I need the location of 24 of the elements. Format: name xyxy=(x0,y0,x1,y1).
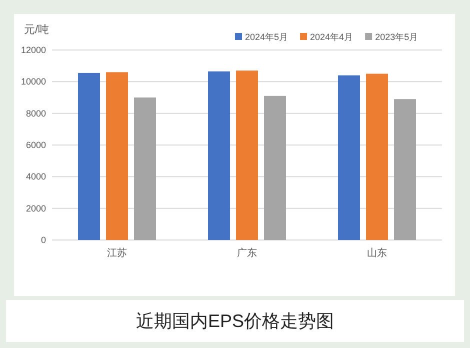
bar xyxy=(338,75,360,240)
y-tick-label: 0 xyxy=(40,235,46,245)
y-tick-label: 8000 xyxy=(26,108,46,118)
legend-label: 2024年4月 xyxy=(310,32,354,42)
legend-label: 2023年5月 xyxy=(375,32,418,42)
x-tick-label: 广东 xyxy=(237,247,257,259)
x-tick-label: 江苏 xyxy=(107,247,127,259)
y-tick-label: 2000 xyxy=(26,203,46,214)
bar xyxy=(236,70,258,240)
bar xyxy=(78,72,100,240)
legend-label: 2024年5月 xyxy=(245,32,288,42)
y-axis-title: 元/吨 xyxy=(24,23,50,36)
y-tick-label: 12000 xyxy=(20,45,46,55)
y-tick-label: 4000 xyxy=(26,172,46,182)
bar xyxy=(394,99,416,240)
bar xyxy=(106,72,128,240)
bar xyxy=(208,71,230,240)
x-tick-label: 山东 xyxy=(367,247,387,259)
bar xyxy=(134,98,156,240)
y-tick-label: 6000 xyxy=(26,140,46,150)
y-tick-label: 10000 xyxy=(20,76,46,87)
bar xyxy=(366,74,388,240)
text: 近期国内EPS价格走势图 xyxy=(136,311,334,331)
bar xyxy=(264,96,286,240)
